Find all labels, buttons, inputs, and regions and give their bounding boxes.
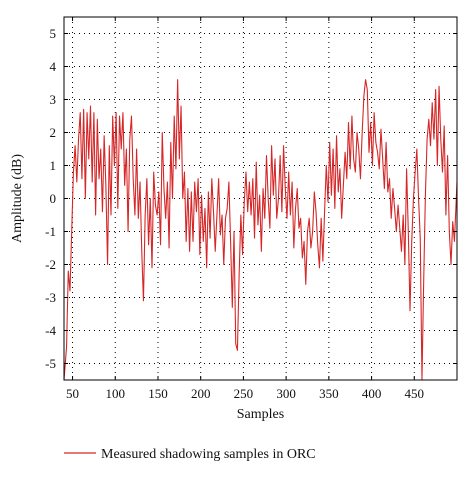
- ticks: [64, 17, 457, 380]
- y-tick-label: -1: [45, 224, 56, 239]
- x-tick-label: 350: [319, 386, 339, 401]
- grid: [64, 17, 457, 380]
- plot-frame: [63, 16, 458, 381]
- y-tick-label: 4: [50, 59, 57, 74]
- y-tick-label: 3: [50, 92, 57, 107]
- y-tick-label: 0: [50, 191, 57, 206]
- y-axis-title: Amplitude (dB): [10, 154, 25, 243]
- legend-label: Measured shadowing samples in ORC: [101, 447, 316, 462]
- x-tick-label: 200: [191, 386, 211, 401]
- y-tick-label: 1: [50, 158, 57, 173]
- x-tick-label: 50: [66, 386, 79, 401]
- series-line-0: [64, 79, 457, 380]
- series-layer: [64, 79, 457, 380]
- y-tick-label: -3: [45, 290, 56, 305]
- y-tick-label: 2: [50, 125, 57, 140]
- tick-labels: 50 100 150 200 250 300 350 400 450 -5 -4 -3 -2 -1 0 1 2 3…: [45, 26, 424, 401]
- legend: Measured shadowing samples in ORC: [64, 447, 316, 462]
- x-tick-label: 150: [148, 386, 168, 401]
- y-tick-label: -2: [45, 257, 56, 272]
- x-tick-label: 300: [276, 386, 296, 401]
- x-axis-title: Samples: [237, 407, 284, 422]
- x-tick-label: 400: [362, 386, 382, 401]
- y-tick-label: -4: [45, 323, 56, 338]
- x-tick-label: 100: [106, 386, 126, 401]
- y-tick-label: 5: [50, 26, 57, 41]
- y-tick-label: -5: [45, 356, 56, 371]
- x-tick-label: 450: [405, 386, 425, 401]
- x-tick-label: 250: [234, 386, 254, 401]
